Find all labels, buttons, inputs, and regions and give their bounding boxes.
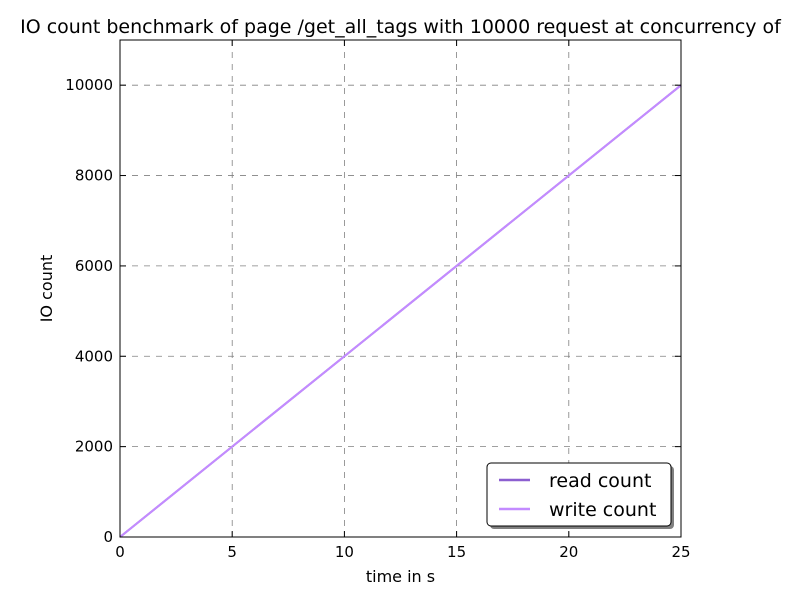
axis-ticks: 0 5 10 15 20 25 0 2000 4000 6000 8000 10000 <box>65 40 691 561</box>
x-tick-label: 0 <box>115 543 125 561</box>
chart-title: IO count benchmark of page /get_all_tags… <box>20 16 782 38</box>
y-tick-label: 0 <box>103 528 113 546</box>
plot-series <box>119 84 682 538</box>
x-tick-label: 15 <box>447 543 466 561</box>
legend-label: read count <box>549 470 651 492</box>
y-tick-label: 2000 <box>75 438 113 456</box>
series-line-write-count <box>119 84 682 538</box>
plot-frame <box>119 39 682 538</box>
y-axis-label: IO count <box>37 255 56 323</box>
x-tick-label: 10 <box>335 543 354 561</box>
x-tick-label: 25 <box>671 543 690 561</box>
legend-box <box>486 462 672 527</box>
y-tick-label: 6000 <box>75 257 113 275</box>
x-tick-label: 5 <box>227 543 237 561</box>
x-axis-label: time in s <box>366 567 435 586</box>
x-tick-label: 20 <box>559 543 578 561</box>
y-tick-label: 8000 <box>75 167 113 185</box>
legend-label: write count <box>549 499 656 521</box>
y-tick-label: 4000 <box>75 347 113 365</box>
legend: read count write count <box>486 462 674 529</box>
y-tick-label: 10000 <box>65 76 113 94</box>
grid <box>120 40 681 537</box>
